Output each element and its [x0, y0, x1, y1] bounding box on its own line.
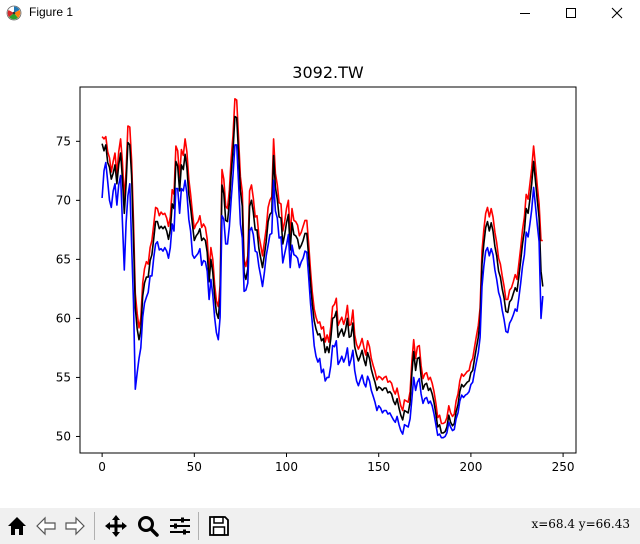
toolbar-separator	[94, 512, 95, 540]
pan-move-icon[interactable]	[103, 513, 129, 539]
x-tick-label: 50	[187, 460, 202, 474]
chart-title: 3092.TW	[292, 63, 364, 82]
window-title: Figure 1	[29, 5, 74, 19]
series-line-2	[101, 144, 544, 439]
zoom-magnifier-icon[interactable]	[135, 513, 161, 539]
maximize-icon	[566, 8, 576, 18]
maximize-button[interactable]	[548, 0, 594, 26]
save-floppy-icon[interactable]	[206, 513, 232, 539]
home-icon[interactable]	[4, 513, 30, 539]
close-button[interactable]	[594, 0, 640, 26]
plot-area-frame	[79, 86, 577, 454]
back-arrow-icon[interactable]	[33, 513, 59, 539]
y-tick-label: 65	[56, 252, 71, 266]
y-tick-label: 55	[56, 370, 71, 384]
minimize-icon	[520, 13, 530, 14]
minimize-button[interactable]	[502, 0, 548, 26]
close-icon	[611, 7, 623, 19]
x-tick-label: 100	[275, 460, 298, 474]
navigation-toolbar: x=68.4 y=66.43	[0, 508, 640, 544]
toolbar-separator	[198, 512, 199, 540]
cursor-coordinates: x=68.4 y=66.43	[531, 517, 630, 531]
y-tick-label: 70	[56, 193, 71, 207]
series-line-0	[101, 98, 543, 425]
y-tick-label: 50	[56, 429, 71, 443]
forward-arrow-icon[interactable]	[62, 513, 88, 539]
x-tick-label: 250	[552, 460, 575, 474]
series-line-1	[101, 115, 544, 434]
subplots-config-icon[interactable]	[167, 513, 193, 539]
y-tick-label: 75	[56, 134, 71, 148]
matplotlib-logo-icon	[6, 5, 22, 21]
figure-canvas[interactable]: 3092.TW 0 50 100 150 200 250 50 55 60 65 70 75	[0, 26, 640, 508]
y-tick-label: 60	[56, 311, 71, 325]
x-tick-label: 150	[367, 460, 390, 474]
x-tick-label: 0	[98, 460, 106, 474]
x-tick-label: 200	[459, 460, 482, 474]
window-titlebar: Figure 1	[0, 0, 640, 26]
